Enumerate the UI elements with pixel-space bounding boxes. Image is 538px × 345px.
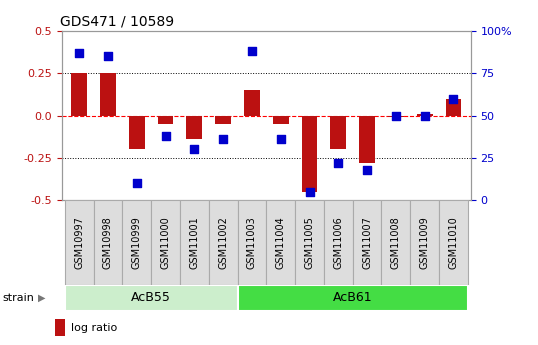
Text: AcB55: AcB55 [131, 291, 171, 304]
Bar [209, 200, 237, 285]
Bar [65, 200, 94, 285]
Text: GSM11010: GSM11010 [449, 216, 458, 269]
Text: GSM11003: GSM11003 [247, 216, 257, 269]
Bar [237, 200, 266, 285]
Point [277, 137, 285, 142]
Point [334, 160, 343, 166]
Bar [445, 99, 462, 116]
Bar [129, 116, 145, 149]
Text: GSM10999: GSM10999 [132, 216, 141, 269]
Text: GSM11006: GSM11006 [334, 216, 343, 269]
Point [363, 167, 371, 172]
Bar [55, 319, 65, 336]
Text: GSM10997: GSM10997 [74, 216, 84, 269]
Text: GSM11009: GSM11009 [420, 216, 430, 269]
Bar [295, 200, 324, 285]
Bar [439, 200, 468, 285]
Bar [410, 200, 439, 285]
Bar [273, 116, 288, 124]
Text: log ratio: log ratio [71, 323, 117, 333]
Text: GSM11000: GSM11000 [160, 216, 171, 269]
Point [75, 50, 83, 56]
Point [132, 180, 141, 186]
Text: GSM10998: GSM10998 [103, 216, 113, 269]
Text: GSM11004: GSM11004 [275, 216, 286, 269]
Bar [302, 116, 317, 191]
Bar [65, 285, 237, 310]
Text: strain: strain [3, 293, 34, 303]
Text: GSM11005: GSM11005 [305, 216, 315, 269]
Text: ▶: ▶ [38, 293, 45, 303]
Bar [215, 116, 231, 124]
Point [247, 49, 256, 54]
Bar [180, 200, 209, 285]
Point [104, 54, 112, 59]
Text: GSM11007: GSM11007 [362, 216, 372, 269]
Bar [237, 285, 468, 310]
Bar [359, 116, 375, 163]
Text: GDS471 / 10589: GDS471 / 10589 [60, 14, 174, 29]
Bar [417, 114, 433, 116]
Point [190, 147, 199, 152]
Bar [100, 73, 116, 116]
Text: GSM11008: GSM11008 [391, 216, 401, 269]
Point [420, 113, 429, 118]
Bar [71, 73, 87, 116]
Bar [330, 116, 346, 149]
Bar [388, 116, 404, 117]
Text: AcB61: AcB61 [333, 291, 372, 304]
Point [449, 96, 458, 101]
Bar [122, 200, 151, 285]
Bar [94, 200, 122, 285]
Point [392, 113, 400, 118]
Point [219, 137, 228, 142]
Bar [266, 200, 295, 285]
Bar [353, 200, 381, 285]
Point [305, 189, 314, 194]
Text: GSM11002: GSM11002 [218, 216, 228, 269]
Text: GSM11001: GSM11001 [189, 216, 199, 269]
Bar [158, 116, 173, 124]
Bar [381, 200, 410, 285]
Bar [186, 116, 202, 139]
Bar [244, 90, 260, 116]
Point [161, 133, 170, 139]
Bar [324, 200, 353, 285]
Bar [151, 200, 180, 285]
